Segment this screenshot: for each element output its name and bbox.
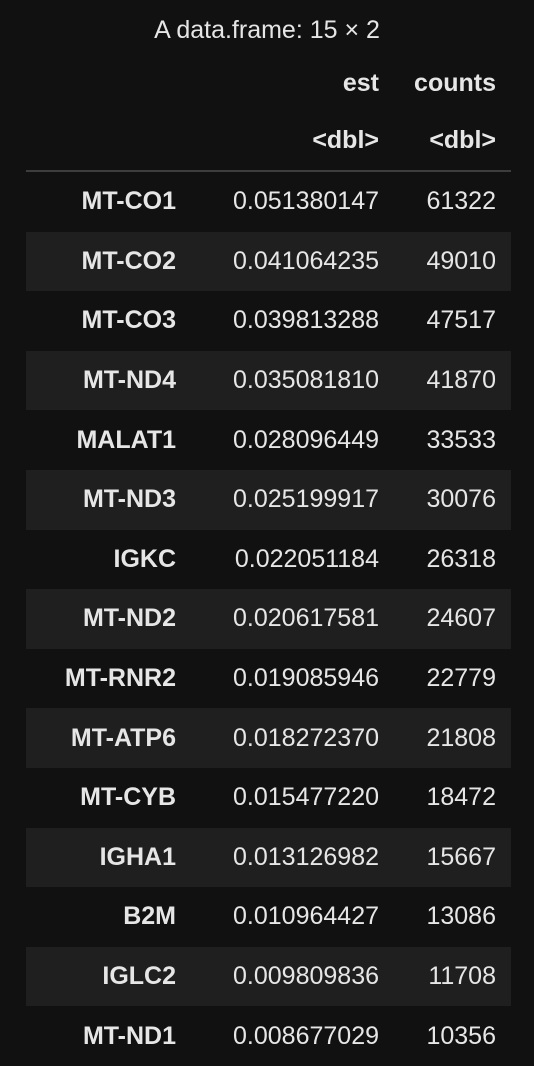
est-cell: 0.013126982 — [233, 842, 379, 871]
est-cell: 0.020617581 — [233, 604, 379, 633]
table-row: MT-CO3 0.039813288 47517 — [26, 291, 511, 351]
counts-cell: 49010 — [426, 246, 496, 275]
table-row: IGLC2 0.009809836 11708 — [26, 946, 511, 1007]
counts-cell: 26318 — [426, 544, 496, 573]
row-index-cell: MT-CO3 — [81, 306, 176, 335]
counts-cell: 41870 — [426, 366, 496, 395]
counts-cell: 11708 — [428, 962, 496, 991]
est-cell: 0.009809836 — [233, 962, 379, 991]
est-cell: 0.019085946 — [233, 664, 379, 693]
row-index-cell: MT-ATP6 — [70, 723, 176, 752]
row-index-cell: MT-ND2 — [82, 604, 176, 633]
data-frame-table: est counts <dbl> <dbl> MT-CO1 0.051380147… — [26, 55, 511, 1066]
row-index-cell: MT-CYB — [80, 783, 176, 812]
table-row: IGKC 0.022051184 26318 — [26, 530, 511, 590]
table-row: MT-ND4 0.035081810 41870 — [26, 350, 511, 411]
column-type-est: <dbl> — [312, 126, 379, 154]
table-caption: A data.frame: 15 × 2 — [154, 16, 380, 44]
table-row: MT-RNR2 0.019085946 22779 — [26, 649, 511, 709]
est-cell: 0.022051184 — [234, 544, 379, 573]
counts-cell: 47517 — [426, 306, 496, 335]
counts-cell: 22779 — [426, 664, 496, 693]
est-cell: 0.018272370 — [233, 723, 379, 752]
row-index-cell: IGLC2 — [102, 962, 176, 991]
column-header-counts: counts — [414, 68, 496, 97]
table-row: MT-CYB 0.015477220 18472 — [26, 768, 511, 828]
row-index-cell: MT-CO1 — [81, 187, 176, 216]
counts-cell: 33533 — [426, 425, 496, 454]
counts-cell: 18472 — [426, 783, 496, 812]
row-index-cell: MT-CO2 — [81, 246, 176, 275]
table-row: MT-ND1 0.008677029 10356 — [26, 1006, 511, 1066]
row-index-cell: IGKC — [113, 544, 177, 573]
column-header-row: est counts — [26, 55, 511, 111]
table-row: B2M 0.010964427 13086 — [26, 887, 511, 947]
counts-cell: 24607 — [426, 604, 496, 633]
est-cell: 0.035081810 — [233, 366, 379, 395]
est-cell: 0.041064235 — [233, 246, 379, 275]
counts-cell: 15667 — [426, 842, 496, 871]
est-cell: 0.010964427 — [233, 902, 379, 931]
table-row: MT-CO1 0.051380147 61322 — [26, 172, 511, 232]
est-cell: 0.025199917 — [233, 485, 379, 514]
table-row: MT-CO2 0.041064235 49010 — [26, 231, 511, 292]
row-index-cell: MT-RNR2 — [64, 664, 176, 693]
column-header-est: est — [342, 68, 379, 97]
est-cell: 0.051380147 — [233, 187, 379, 216]
row-index-cell: MALAT1 — [76, 425, 176, 454]
counts-cell: 13086 — [426, 902, 496, 931]
counts-cell: 10356 — [426, 1021, 496, 1050]
est-cell: 0.015477220 — [233, 783, 379, 812]
row-index-cell: MT-ND1 — [82, 1021, 176, 1050]
table-row: MT-ND2 0.020617581 24607 — [26, 589, 511, 649]
est-cell: 0.039813288 — [233, 306, 379, 335]
row-index-cell: MT-ND3 — [82, 485, 176, 514]
table-body: MT-CO1 0.051380147 61322 MT-CO2 0.041064235 4… — [26, 172, 511, 1066]
column-type-row: <dbl> <dbl> — [26, 111, 511, 172]
table-row: MALAT1 0.028096449 33533 — [26, 410, 511, 470]
table-row: IGHA1 0.013126982 15667 — [26, 827, 511, 888]
counts-cell: 30076 — [426, 485, 496, 514]
est-cell: 0.028096449 — [233, 425, 379, 454]
table-row: MT-ATP6 0.018272370 21808 — [26, 708, 511, 768]
est-cell: 0.008677029 — [233, 1021, 379, 1050]
column-type-counts: <dbl> — [429, 126, 496, 154]
row-index-cell: MT-ND4 — [82, 366, 176, 395]
table-row: MT-ND3 0.025199917 30076 — [26, 469, 511, 530]
row-index-cell: IGHA1 — [99, 842, 176, 871]
counts-cell: 61322 — [426, 187, 496, 216]
counts-cell: 21808 — [426, 723, 496, 752]
row-index-cell: B2M — [123, 902, 176, 931]
